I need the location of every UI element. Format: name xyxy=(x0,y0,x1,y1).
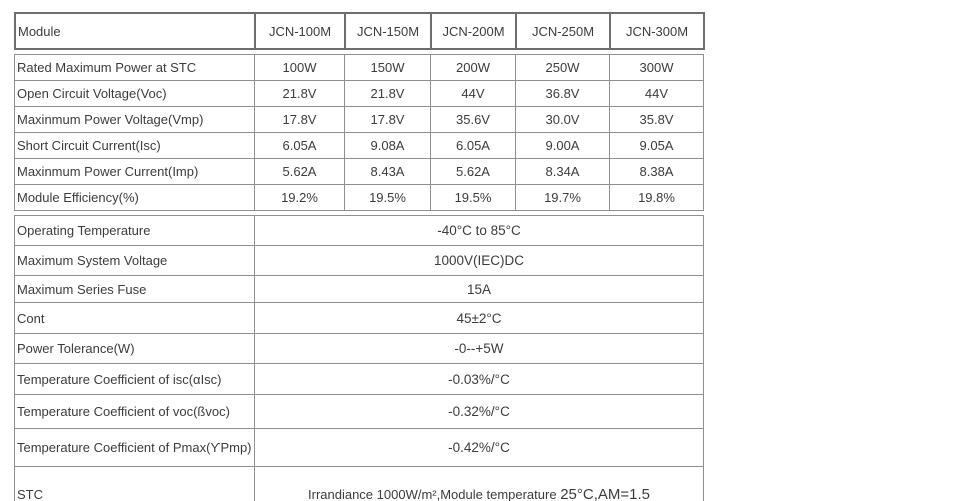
column-header-jcn-200m: JCN-200M xyxy=(430,12,517,50)
table-row-max-system-voltage: Maximum System Voltage 1000V(IEC)DC xyxy=(14,245,704,276)
table-row-short-circuit-current: Short Circuit Current(Isc) 6.05A 9.08A 6… xyxy=(14,132,704,159)
table-row-temp-coeff-isc: Temperature Coefficient of isc(αIsc) -0.… xyxy=(14,363,704,395)
spec-value-cell: 6.05A xyxy=(254,132,345,159)
shared-value-cell: -0.03%/°C xyxy=(254,363,704,395)
table-row-stc: STC Irrandiance 1000W/m²,Module temperat… xyxy=(14,466,704,501)
spec-value-cell: 150W xyxy=(344,54,431,81)
spec-value-cell: 19.7% xyxy=(515,184,610,211)
stc-value-text: Irrandiance 1000W/m²,Module temperature xyxy=(308,487,561,501)
spec-value-cell: 35.6V xyxy=(430,106,516,133)
column-header-jcn-250m: JCN-250M xyxy=(515,12,611,50)
spec-value-cell: 5.62A xyxy=(430,158,516,185)
row-label: Power Tolerance(W) xyxy=(14,333,255,364)
spec-value-cell: 300W xyxy=(609,54,704,81)
spec-value-cell: 100W xyxy=(254,54,345,81)
table-row-cont: Cont 45±2°C xyxy=(14,302,704,334)
table-row-temp-coeff-pmax: Temperature Coefficient of Pmax(ϒPmp) -0… xyxy=(14,428,704,467)
spec-value-cell: 19.5% xyxy=(344,184,431,211)
spec-value-cell: 250W xyxy=(515,54,610,81)
row-label: Maxinmum Power Current(Imp) xyxy=(14,158,255,185)
spec-value-cell: 8.43A xyxy=(344,158,431,185)
shared-value-cell: -0.42%/°C xyxy=(254,428,704,467)
header-row: Module JCN-100M JCN-150M JCN-200M JCN-25… xyxy=(14,12,705,50)
spec-value-cell: 17.8V xyxy=(344,106,431,133)
row-label: Module Efficiency(%) xyxy=(14,184,255,211)
spec-value-cell: 5.62A xyxy=(254,158,345,185)
spec-value-cell: 8.38A xyxy=(609,158,704,185)
module-spec-table: Module JCN-100M JCN-150M JCN-200M JCN-25… xyxy=(14,12,705,501)
row-label: Operating Temperature xyxy=(14,215,255,246)
shared-value-cell: 45±2°C xyxy=(254,302,704,334)
table-row-max-series-fuse: Maximum Series Fuse 15A xyxy=(14,275,704,303)
row-label: STC xyxy=(14,466,255,501)
spec-value-cell: 36.8V xyxy=(515,80,610,107)
table-row-open-circuit-voltage: Open Circuit Voltage(Voc) 21.8V 21.8V 44… xyxy=(14,80,704,107)
column-header-module: Module xyxy=(14,12,256,50)
spec-value-cell: 9.08A xyxy=(344,132,431,159)
table-row-temp-coeff-voc: Temperature Coefficient of voc(ßvoc) -0.… xyxy=(14,394,704,429)
spec-value-cell: 9.00A xyxy=(515,132,610,159)
table-row-module-efficiency: Module Efficiency(%) 19.2% 19.5% 19.5% 1… xyxy=(14,184,704,211)
row-label: Open Circuit Voltage(Voc) xyxy=(14,80,255,107)
spec-value-cell: 35.8V xyxy=(609,106,704,133)
table-row-power-tolerance: Power Tolerance(W) -0--+5W xyxy=(14,333,704,364)
spec-value-cell: 17.8V xyxy=(254,106,345,133)
spec-value-cell: 6.05A xyxy=(430,132,516,159)
row-label: Cont xyxy=(14,302,255,334)
shared-value-cell: -0--+5W xyxy=(254,333,704,364)
spec-value-cell: 21.8V xyxy=(344,80,431,107)
shared-value-cell: 1000V(IEC)DC xyxy=(254,245,704,276)
stc-value-cell: Irrandiance 1000W/m²,Module temperature … xyxy=(254,466,704,501)
spec-value-cell: 200W xyxy=(430,54,516,81)
spec-value-cell: 9.05A xyxy=(609,132,704,159)
spec-table-shared: Operating Temperature -40°C to 85°C Maxi… xyxy=(14,215,704,501)
spec-value-cell: 19.5% xyxy=(430,184,516,211)
table-row-max-power-voltage: Maxinmum Power Voltage(Vmp) 17.8V 17.8V … xyxy=(14,106,704,133)
row-label: Temperature Coefficient of voc(ßvoc) xyxy=(14,394,255,429)
row-label: Maximum System Voltage xyxy=(14,245,255,276)
row-label: Maximum Series Fuse xyxy=(14,275,255,303)
shared-value-cell: -40°C to 85°C xyxy=(254,215,704,246)
spec-value-cell: 30.0V xyxy=(515,106,610,133)
column-header-jcn-300m: JCN-300M xyxy=(609,12,705,50)
spec-value-cell: 19.8% xyxy=(609,184,704,211)
spec-value-cell: 44V xyxy=(430,80,516,107)
table-row-operating-temperature: Operating Temperature -40°C to 85°C xyxy=(14,215,704,246)
row-label: Short Circuit Current(Isc) xyxy=(14,132,255,159)
spec-table-header: Module JCN-100M JCN-150M JCN-200M JCN-25… xyxy=(14,12,705,50)
spec-value-cell: 19.2% xyxy=(254,184,345,211)
row-label: Temperature Coefficient of Pmax(ϒPmp) xyxy=(14,428,255,467)
spec-value-cell: 44V xyxy=(609,80,704,107)
column-header-jcn-100m: JCN-100M xyxy=(254,12,346,50)
table-row-max-power-current: Maxinmum Power Current(Imp) 5.62A 8.43A … xyxy=(14,158,704,185)
spec-value-cell: 8.34A xyxy=(515,158,610,185)
row-label: Temperature Coefficient of isc(αIsc) xyxy=(14,363,255,395)
row-label: Maxinmum Power Voltage(Vmp) xyxy=(14,106,255,133)
table-row-rated-max-power: Rated Maximum Power at STC 100W 150W 200… xyxy=(14,54,704,81)
row-label: Rated Maximum Power at STC xyxy=(14,54,255,81)
stc-value-text-large: 25°C,AM=1.5 xyxy=(560,486,650,501)
spec-table-body: Rated Maximum Power at STC 100W 150W 200… xyxy=(14,54,704,211)
spec-value-cell: 21.8V xyxy=(254,80,345,107)
shared-value-cell: 15A xyxy=(254,275,704,303)
shared-value-cell: -0.32%/°C xyxy=(254,394,704,429)
column-header-jcn-150m: JCN-150M xyxy=(344,12,432,50)
